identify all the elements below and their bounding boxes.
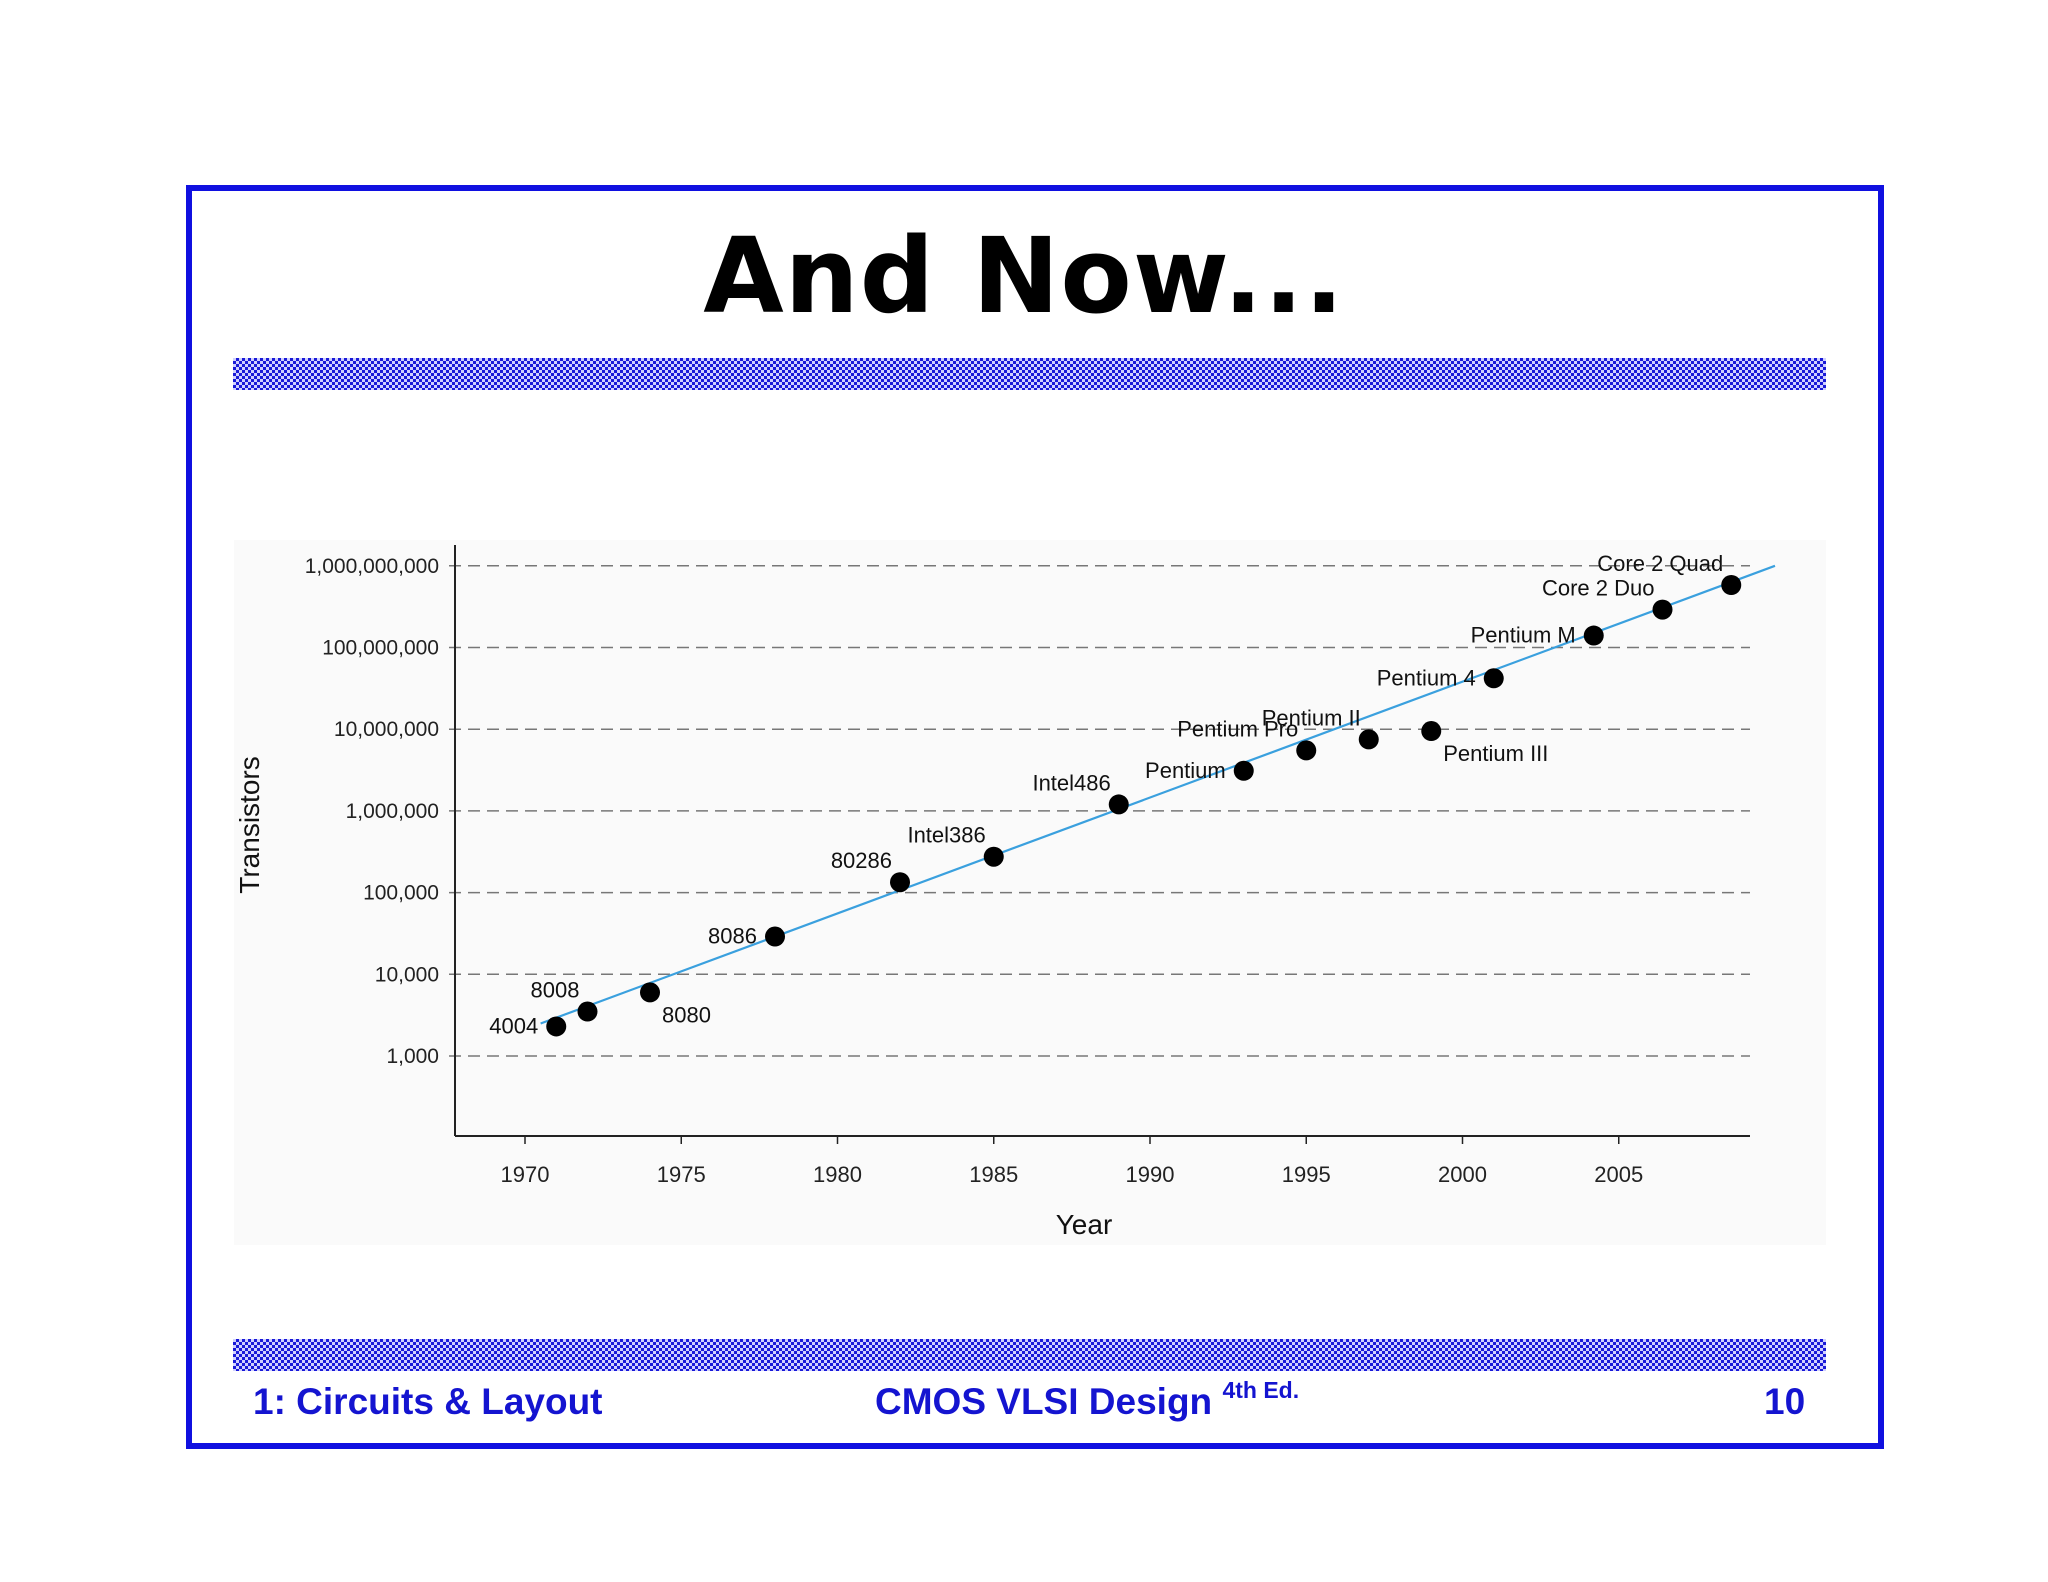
footer-edition: 4th Ed. — [1222, 1377, 1300, 1403]
data-label: Intel486 — [1032, 770, 1110, 795]
x-tick-label: 2005 — [1594, 1162, 1643, 1187]
y-tick-label: 1,000,000,000 — [305, 555, 439, 578]
chart-panel: 1,000 10,000 100,000 1,000,000 10,000,000 100… — [234, 540, 1826, 1245]
x-axis-title: Year — [1056, 1209, 1113, 1240]
data-label: Intel386 — [907, 823, 985, 848]
data-point — [890, 872, 910, 893]
data-point — [546, 1016, 567, 1037]
data-label: Pentium Pro — [1177, 716, 1298, 741]
x-tick-label: 2000 — [1438, 1162, 1487, 1187]
grid-lines — [449, 565, 1750, 1057]
y-tick-label: 100,000,000 — [322, 637, 439, 660]
data-label: 8080 — [662, 1002, 711, 1027]
data-label: Pentium 4 — [1377, 665, 1476, 690]
data-label: Pentium II — [1262, 705, 1361, 730]
data-point — [1296, 740, 1317, 761]
transistor-count-chart: 1,000 10,000 100,000 1,000,000 10,000,000 100… — [234, 545, 1776, 1240]
data-label: Pentium M — [1471, 623, 1576, 648]
data-label: 4004 — [489, 1013, 538, 1038]
data-point — [577, 1001, 598, 1022]
data-point — [1233, 760, 1254, 781]
x-tick-label: 1995 — [1282, 1162, 1331, 1187]
data-point — [1421, 721, 1442, 742]
footer-chapter: 1: Circuits & Layout — [253, 1381, 603, 1422]
data-point — [1483, 668, 1504, 689]
y-tick-label: 1,000 — [386, 1045, 439, 1068]
data-point — [983, 846, 1004, 867]
data-labels: 4004 8008 8080 8086 80286 Intel386 Intel486 Pen… — [489, 551, 1723, 1038]
data-label: 8008 — [531, 978, 580, 1003]
data-label: 8086 — [708, 924, 757, 949]
data-points — [546, 575, 1742, 1037]
data-point — [1108, 794, 1129, 815]
y-tick-label: 1,000,000 — [346, 800, 439, 823]
data-label: Core 2 Quad — [1597, 551, 1723, 576]
trend-line — [540, 564, 1776, 1025]
top-divider-band — [233, 358, 1826, 390]
data-point — [1721, 575, 1742, 596]
x-tick-label: 1970 — [501, 1162, 550, 1187]
x-tick-label: 1985 — [969, 1162, 1018, 1187]
x-tick-label: 1980 — [813, 1162, 862, 1187]
axes: 1,000 10,000 100,000 1,000,000 10,000,000 100… — [305, 545, 1750, 1187]
data-point — [1652, 599, 1673, 620]
data-point — [640, 982, 660, 1003]
y-tick-label: 10,000 — [375, 963, 439, 986]
data-label: Core 2 Duo — [1542, 576, 1655, 601]
slide-frame — [186, 185, 1884, 1449]
x-tick-label: 1975 — [657, 1162, 706, 1187]
data-label: 80286 — [831, 848, 892, 873]
y-axis-title: Transistors — [234, 756, 265, 893]
y-tick-label: 10,000,000 — [334, 718, 439, 741]
footer-book-title: CMOS VLSI Design 4th Ed. — [875, 1377, 1299, 1423]
slide-title: And Now... — [703, 215, 1345, 337]
data-point — [765, 926, 785, 947]
data-label: Pentium — [1145, 758, 1226, 783]
data-point — [1358, 729, 1379, 750]
y-tick-label: 100,000 — [363, 882, 439, 905]
data-label: Pentium III — [1443, 741, 1548, 766]
x-tick-label: 1990 — [1126, 1162, 1175, 1187]
bottom-divider-band — [233, 1339, 1826, 1371]
data-point — [1583, 625, 1604, 646]
page-number: 10 — [1764, 1381, 1806, 1422]
trend-line-group — [540, 564, 1776, 1025]
footer-book-name: CMOS VLSI Design — [875, 1381, 1213, 1422]
